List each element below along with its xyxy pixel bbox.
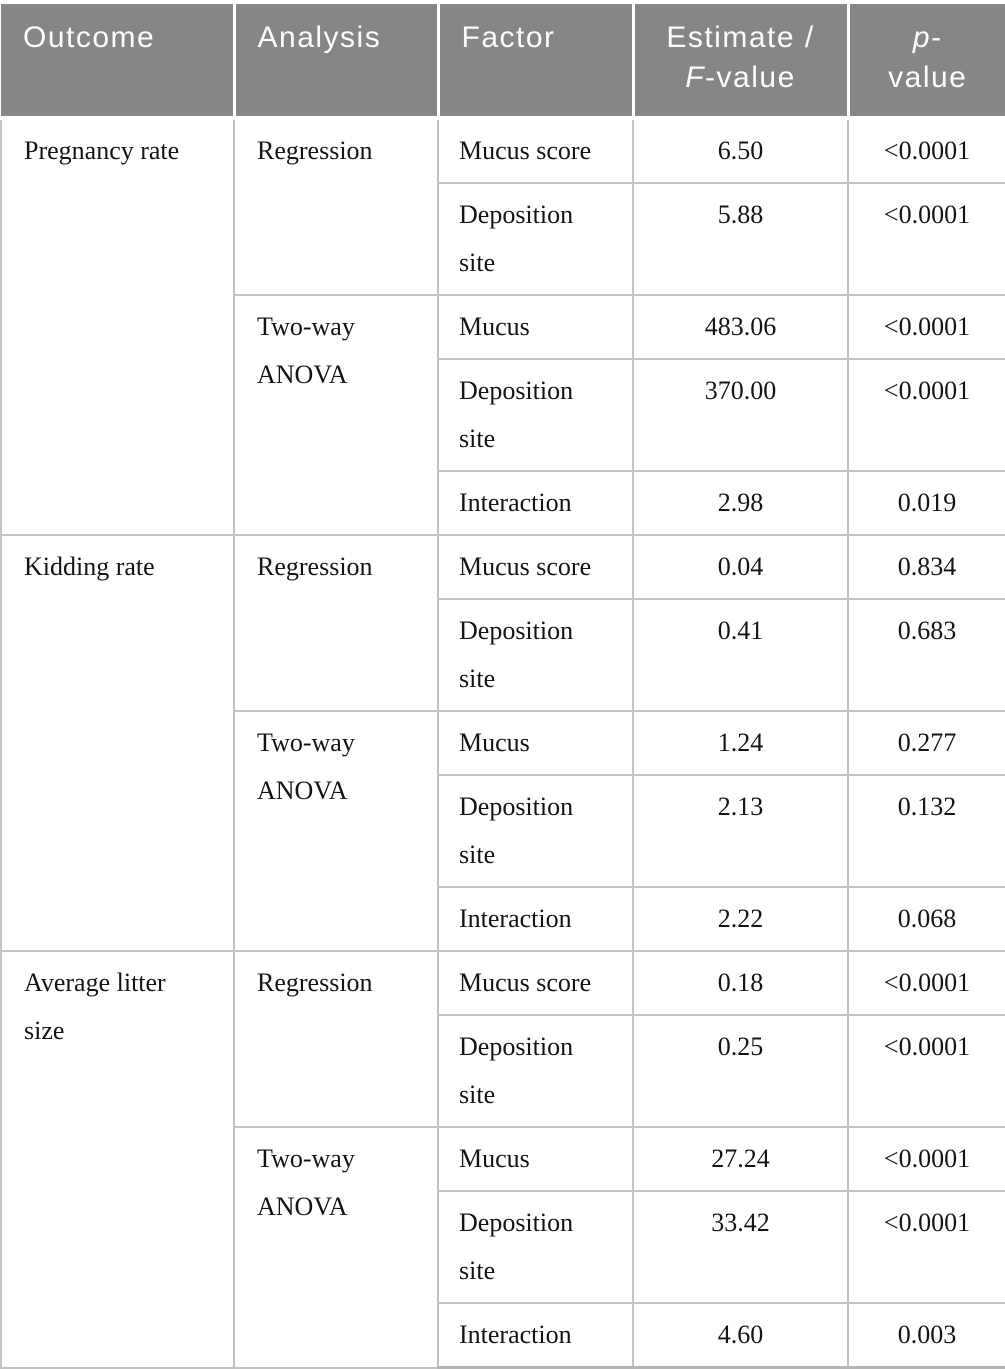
table-row: Average litter size Regression Mucus sco… xyxy=(0,950,1005,1369)
table-row: Deposition site 33.42 <0.0001 xyxy=(1,1190,1005,1304)
pvalue-header-p-italic: p xyxy=(912,21,932,54)
col-header-analysis: Analysis xyxy=(232,4,438,120)
col-header-outcome: Outcome xyxy=(1,4,234,120)
table-header: Outcome Analysis Factor Estimate / F-valu… xyxy=(1,4,1005,120)
table-row: Deposition site 0.25 <0.0001 xyxy=(1,1014,1005,1128)
pvalue-cell: 0.834 xyxy=(847,534,1005,600)
pvalue-cell: <0.0001 xyxy=(847,950,1005,1016)
pvalue-cell: <0.0001 xyxy=(847,1190,1005,1304)
col-header-factor: Factor xyxy=(436,4,633,120)
analysis-cell: Regression xyxy=(233,534,439,712)
pvalue-cell: <0.0001 xyxy=(847,294,1005,360)
estimate-cell: 370.00 xyxy=(632,358,849,472)
factor-cell: Mucus xyxy=(437,1126,634,1192)
table-row: Interaction 2.98 0.019 xyxy=(1,470,1005,536)
factor-cell: Deposition site xyxy=(437,1014,634,1128)
pvalue-cell: 0.019 xyxy=(847,470,1005,536)
pvalue-header-dash: - xyxy=(931,21,943,54)
factor-cell: Mucus xyxy=(437,294,634,360)
factor-cell: Deposition site xyxy=(437,598,634,712)
estimate-cell: 1.24 xyxy=(632,710,849,776)
analysis-cell: Two-way ANOVA xyxy=(233,710,439,952)
table-row: Two-way ANOVA Mucus 1.24 0.277 xyxy=(1,710,1005,952)
estimate-cell: 5.88 xyxy=(632,182,849,296)
table-row: Kidding rate Regression Mucus score 0.04… xyxy=(0,534,1005,952)
factor-cell: Mucus score xyxy=(437,117,634,184)
factor-cell: Mucus score xyxy=(437,534,634,600)
pvalue-cell: <0.0001 xyxy=(847,1014,1005,1128)
pvalue-cell: 0.132 xyxy=(847,774,1005,888)
estimate-cell: 6.50 xyxy=(632,117,849,184)
pvalue-cell: 0.683 xyxy=(847,598,1005,712)
pvalue-cell: 0.003 xyxy=(847,1302,1005,1369)
col-header-estimate: Estimate / F-value xyxy=(631,4,848,120)
outcome-cell: Pregnancy rate xyxy=(0,117,235,536)
estimate-cell: 0.41 xyxy=(632,598,849,712)
estimate-cell: 27.24 xyxy=(632,1126,849,1192)
outcome-cell: Average litter size xyxy=(0,950,235,1369)
analysis-cell: Regression xyxy=(233,950,439,1128)
col-header-pvalue: p- value xyxy=(846,4,1005,120)
pvalue-cell: <0.0001 xyxy=(847,1126,1005,1192)
table-row: Two-way ANOVA Mucus 27.24 <0.0001 xyxy=(1,1126,1005,1369)
factor-cell: Interaction xyxy=(437,886,634,952)
factor-cell: Mucus xyxy=(437,710,634,776)
table-row: Deposition site 5.88 <0.0001 xyxy=(1,182,1005,296)
estimate-cell: 0.04 xyxy=(632,534,849,600)
table-body: Pregnancy rate Regression Mucus score 6.… xyxy=(0,117,1005,1369)
estimate-cell: 33.42 xyxy=(632,1190,849,1304)
estimate-cell: 2.22 xyxy=(632,886,849,952)
analysis-cell: Two-way ANOVA xyxy=(233,1126,439,1369)
page: Outcome Analysis Factor Estimate / F-valu… xyxy=(0,4,1005,1369)
pvalue-cell: 0.068 xyxy=(847,886,1005,952)
pvalue-cell: 0.277 xyxy=(847,710,1005,776)
analysis-cell: Two-way ANOVA xyxy=(233,294,439,536)
table-row: Pregnancy rate Regression Mucus score 6.… xyxy=(0,117,1005,536)
pvalue-cell: <0.0001 xyxy=(847,117,1005,184)
factor-cell: Deposition site xyxy=(437,1190,634,1304)
factor-cell: Interaction xyxy=(437,470,634,536)
outcome-cell: Kidding rate xyxy=(0,534,235,952)
table-row: Deposition site 0.41 0.683 xyxy=(1,598,1005,712)
estimate-cell: 0.25 xyxy=(632,1014,849,1128)
estimate-header-suffix: -value xyxy=(705,61,796,94)
pvalue-cell: <0.0001 xyxy=(847,182,1005,296)
estimate-cell: 0.18 xyxy=(632,950,849,1016)
analysis-cell: Regression xyxy=(233,117,439,296)
factor-cell: Mucus score xyxy=(437,950,634,1016)
factor-cell: Deposition site xyxy=(437,774,634,888)
estimate-cell: 4.60 xyxy=(632,1302,849,1369)
estimate-cell: 2.13 xyxy=(632,774,849,888)
estimate-header-line1: Estimate / xyxy=(666,21,815,54)
table-row: Two-way ANOVA Mucus 483.06 <0.0001 xyxy=(1,294,1005,536)
estimate-header-f-italic: F xyxy=(685,61,706,94)
estimate-cell: 2.98 xyxy=(632,470,849,536)
pvalue-cell: <0.0001 xyxy=(847,358,1005,472)
stats-table: Outcome Analysis Factor Estimate / F-valu… xyxy=(0,4,1005,1369)
factor-cell: Deposition site xyxy=(437,358,634,472)
table-row: Deposition site 370.00 <0.0001 xyxy=(1,358,1005,472)
pvalue-header-line2: value xyxy=(888,61,968,94)
factor-cell: Interaction xyxy=(437,1302,634,1369)
estimate-cell: 483.06 xyxy=(632,294,849,360)
table-row: Deposition site 2.13 0.132 xyxy=(1,774,1005,888)
factor-cell: Deposition site xyxy=(437,182,634,296)
